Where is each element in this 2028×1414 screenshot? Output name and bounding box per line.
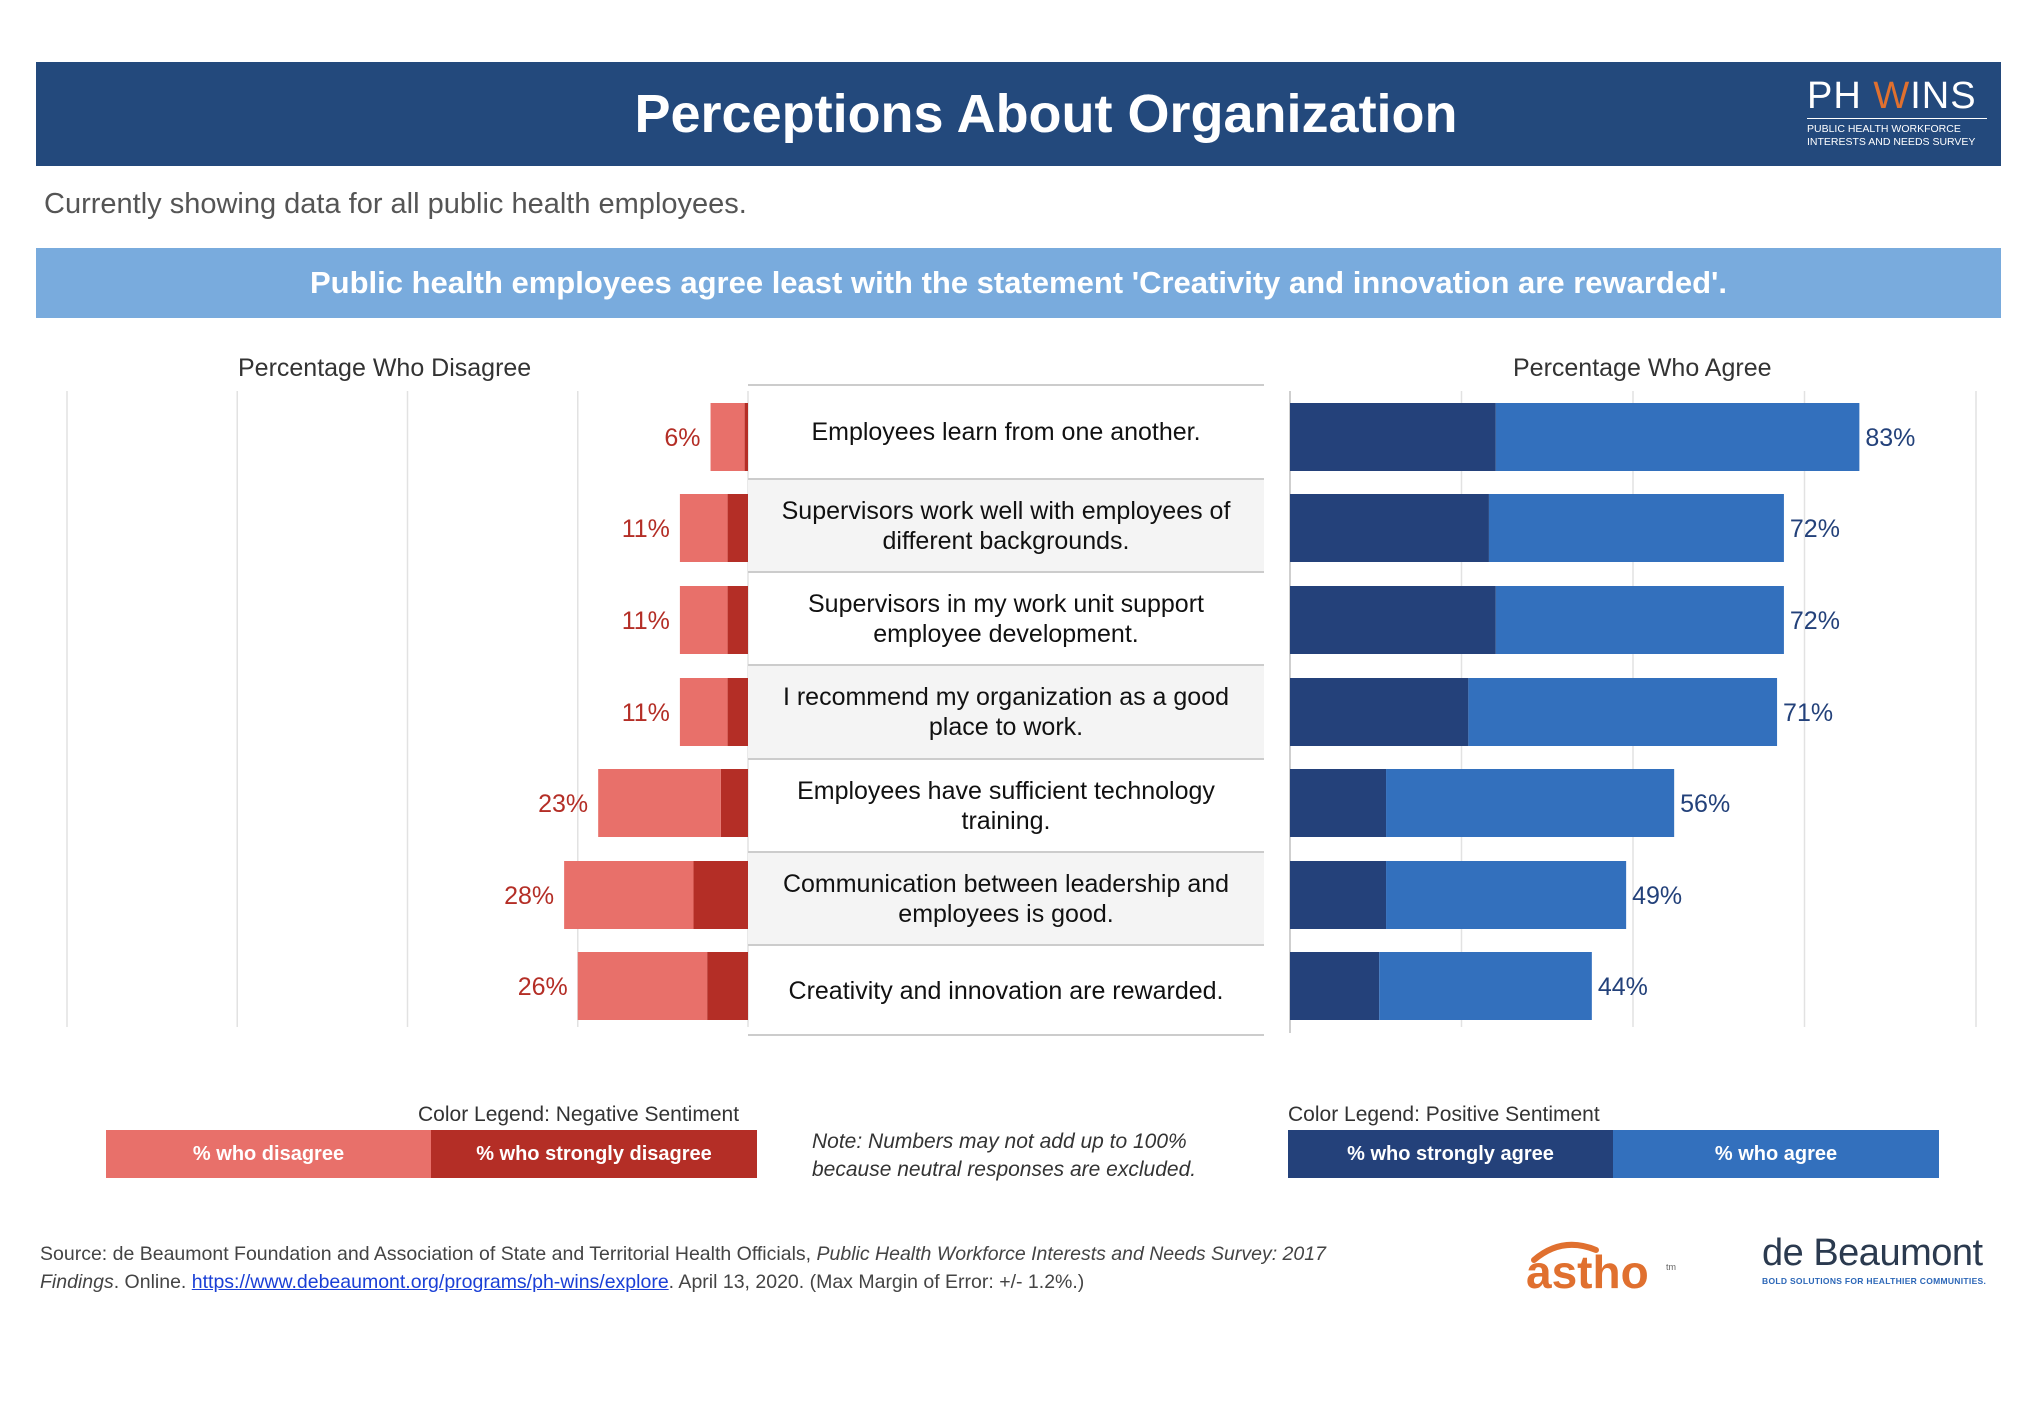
agree-bar [1468,678,1778,746]
agree-total-label: 72% [1790,515,1840,543]
agree-bar [1495,403,1860,471]
statements-column: Employees learn from one another. Superv… [748,384,1264,1036]
disagree-bar [564,861,694,929]
strongly-disagree-bar [693,861,748,929]
statement-4: I recommend my organization as a good pl… [748,666,1264,760]
agree-total-label: 44% [1598,973,1648,1001]
title-bar: Perceptions About Organization PH WINS P… [36,62,2001,166]
statement-3: Supervisors in my work unit support empl… [748,573,1264,666]
agree-bar [1386,861,1627,929]
source-citation: Source: de Beaumont Foundation and Assoc… [40,1243,1326,1293]
strongly-disagree-bar [720,769,748,837]
disagree-bar [679,678,728,746]
strongly-disagree-bar [727,494,748,562]
agree-bar [1488,494,1784,562]
disagree-bar [679,494,728,562]
statement-5: Employees have sufficient technology tra… [748,760,1264,853]
negative-legend: % who disagree % who strongly disagree [106,1130,757,1178]
strongly-agree-bar [1290,678,1469,746]
disagree-total-label: 26% [518,973,568,1001]
legend-disagree: % who disagree [106,1130,431,1178]
agree-chart: 0%25%50%75%100%83%72%72%71%56%49%44% [1289,391,1977,1033]
strongly-disagree-bar [707,952,748,1020]
disagree-bar [710,403,745,471]
positive-legend: % who strongly agree % who agree [1288,1130,1939,1178]
debeaumont-logo: de Beaumont BOLD SOLUTIONS FOR HEALTHIER… [1762,1232,1987,1286]
disagree-total-label: 28% [504,882,554,910]
agree-panel-title: Percentage Who Agree [1513,354,1772,382]
astho-logo: astho tm [1526,1241,1676,1296]
agree-bar [1495,586,1784,654]
strongly-agree-bar [1290,861,1387,929]
strongly-disagree-bar [727,586,748,654]
agree-total-label: 56% [1680,790,1730,818]
statement-6: Communication between leadership and emp… [748,853,1264,946]
disagree-bar [577,952,708,1020]
svg-text:astho: astho [1526,1246,1649,1296]
statement-1: Employees learn from one another. [748,386,1264,480]
disagree-bar [598,769,721,837]
strongly-agree-bar [1290,403,1496,471]
strongly-agree-bar [1290,494,1489,562]
strongly-disagree-bar [744,403,748,471]
strongly-agree-bar [1290,769,1387,837]
statement-7: Creativity and innovation are rewarded. [788,977,1224,1005]
agree-bar [1379,952,1592,1020]
agree-total-label: 83% [1865,424,1915,452]
negative-legend-title: Color Legend: Negative Sentiment [418,1103,740,1126]
key-finding-banner: Public health employees agree least with… [36,248,2001,318]
disagree-total-label: 23% [538,790,588,818]
strongly-disagree-bar [727,678,748,746]
disagree-total-label: 11% [622,515,670,543]
subtitle: Currently showing data for all public he… [44,188,747,220]
legend-agree: % who agree [1613,1130,1939,1178]
agree-total-label: 71% [1783,699,1833,727]
agree-bar [1386,769,1675,837]
strongly-agree-bar [1290,952,1380,1020]
note: Note: Numbers may not add up to 100% bec… [812,1130,1197,1181]
phwins-logo-tagline: PUBLIC HEALTH WORKFORCE INTERESTS AND NE… [1807,118,1987,149]
source-link[interactable]: https://www.debeaumont.org/programs/ph-w… [191,1271,669,1293]
page-title: Perceptions About Organization [634,84,1458,144]
disagree-chart: 100%75%50%25%0%6%11%11%11%23%28%26% [66,391,749,1027]
legend-strongly-disagree: % who strongly disagree [431,1130,757,1178]
phwins-logo: PH WINS PUBLIC HEALTH WORKFORCE INTEREST… [1807,74,1987,154]
disagree-total-label: 11% [622,607,670,635]
agree-total-label: 72% [1790,607,1840,635]
agree-total-label: 49% [1632,882,1682,910]
phwins-logo-wordmark: PH WINS [1807,75,1977,117]
positive-legend-title: Color Legend: Positive Sentiment [1288,1103,1600,1126]
statement-2: Supervisors work well with employees of … [748,480,1264,573]
disagree-total-label: 11% [622,699,670,727]
disagree-bar [679,586,728,654]
svg-text:tm: tm [1666,1262,1676,1272]
strongly-agree-bar [1290,586,1496,654]
legend-strongly-agree: % who strongly agree [1288,1130,1613,1178]
disagree-total-label: 6% [664,424,700,452]
disagree-panel-title: Percentage Who Disagree [238,354,532,382]
